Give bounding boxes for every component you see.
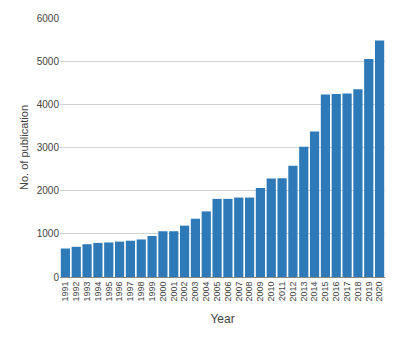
svg-text:2000: 2000 bbox=[37, 185, 60, 196]
svg-text:3000: 3000 bbox=[37, 142, 60, 153]
svg-text:1993: 1993 bbox=[82, 282, 92, 302]
svg-text:2020: 2020 bbox=[375, 282, 385, 302]
svg-text:2005: 2005 bbox=[212, 282, 222, 302]
svg-text:2010: 2010 bbox=[266, 282, 276, 302]
svg-text:2007: 2007 bbox=[234, 282, 244, 302]
svg-text:2004: 2004 bbox=[201, 282, 211, 302]
svg-text:0: 0 bbox=[53, 272, 59, 283]
svg-text:2015: 2015 bbox=[320, 282, 330, 302]
svg-text:2000: 2000 bbox=[158, 282, 168, 302]
svg-text:1000: 1000 bbox=[37, 228, 60, 239]
svg-text:2003: 2003 bbox=[190, 282, 200, 302]
svg-text:2014: 2014 bbox=[310, 282, 320, 302]
svg-text:2001: 2001 bbox=[169, 282, 179, 302]
svg-text:2011: 2011 bbox=[277, 282, 287, 301]
svg-text:1998: 1998 bbox=[136, 282, 146, 302]
svg-text:1995: 1995 bbox=[104, 282, 114, 302]
svg-text:1997: 1997 bbox=[125, 282, 135, 302]
svg-text:Year: Year bbox=[210, 312, 234, 326]
svg-text:2002: 2002 bbox=[180, 282, 190, 302]
svg-text:1999: 1999 bbox=[147, 282, 157, 302]
svg-text:2006: 2006 bbox=[223, 282, 233, 302]
svg-text:2012: 2012 bbox=[288, 282, 298, 302]
svg-text:2017: 2017 bbox=[342, 282, 352, 302]
svg-text:6000: 6000 bbox=[37, 13, 60, 24]
svg-text:1996: 1996 bbox=[115, 282, 125, 302]
svg-text:2013: 2013 bbox=[299, 282, 309, 302]
svg-text:2008: 2008 bbox=[245, 282, 255, 302]
svg-text:4000: 4000 bbox=[37, 99, 60, 110]
svg-text:1992: 1992 bbox=[71, 282, 81, 302]
svg-text:2018: 2018 bbox=[353, 282, 363, 302]
svg-text:2019: 2019 bbox=[364, 282, 374, 302]
svg-text:1994: 1994 bbox=[93, 282, 103, 302]
svg-text:No. of publication: No. of publication bbox=[18, 105, 30, 190]
svg-text:2009: 2009 bbox=[255, 282, 265, 302]
svg-text:5000: 5000 bbox=[37, 56, 60, 67]
svg-text:1991: 1991 bbox=[60, 282, 70, 302]
svg-text:2016: 2016 bbox=[331, 282, 341, 302]
